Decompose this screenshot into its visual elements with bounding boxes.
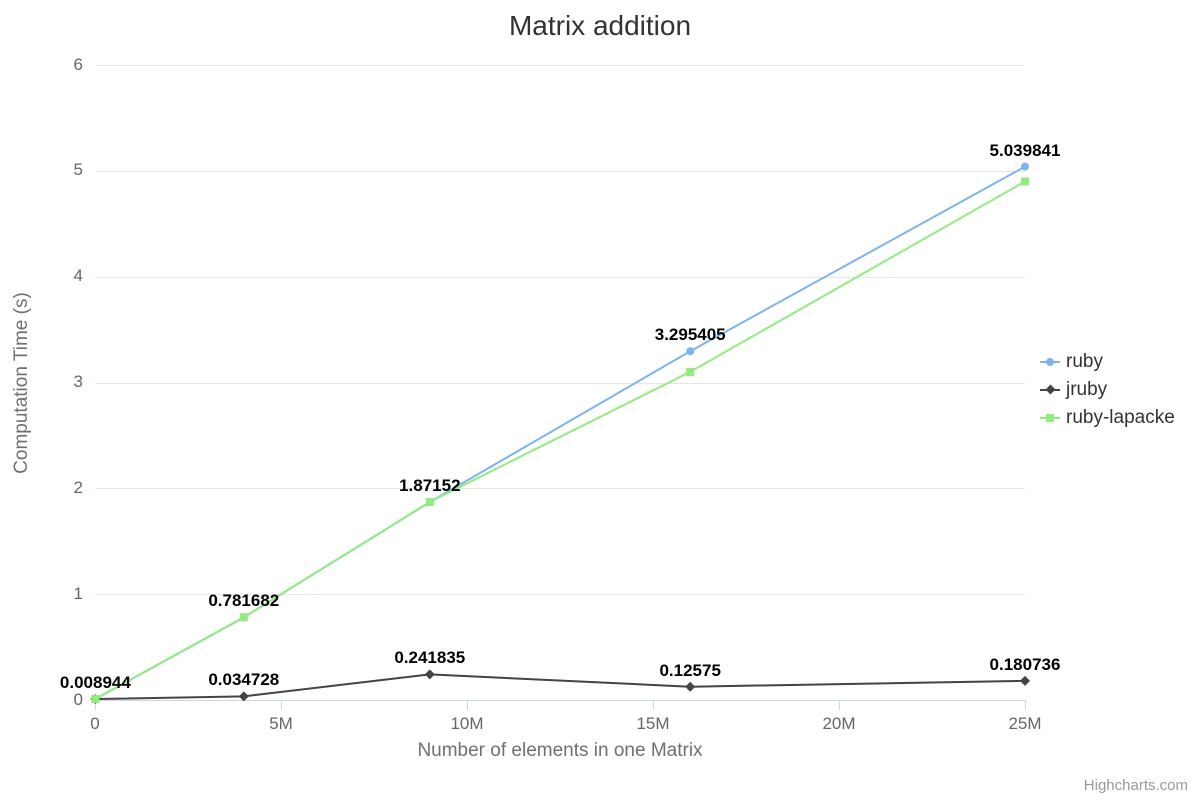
credits-link[interactable]: Highcharts.com [1084, 777, 1188, 794]
series-marker-ruby-lapacke[interactable] [240, 613, 248, 621]
legend-item-ruby-lapacke[interactable]: ruby-lapacke [1040, 407, 1175, 429]
series-marker-jruby[interactable] [1020, 676, 1030, 686]
legend-label: ruby [1066, 351, 1103, 373]
series-marker-jruby[interactable] [685, 682, 695, 692]
series-marker-ruby-lapacke[interactable] [686, 368, 694, 376]
data-label: 3.295405 [655, 325, 726, 345]
data-label: 0.180736 [990, 655, 1061, 675]
legend-item-jruby[interactable]: jruby [1040, 379, 1175, 401]
data-label: 1.87152 [399, 476, 460, 496]
legend-label: jruby [1066, 379, 1107, 401]
series-marker-ruby-lapacke[interactable] [1021, 177, 1029, 185]
legend-label: ruby-lapacke [1066, 407, 1175, 429]
legend: ruby jruby ruby-lapacke [1040, 351, 1175, 435]
series-marker-jruby[interactable] [425, 669, 435, 679]
legend-item-ruby[interactable]: ruby [1040, 351, 1175, 373]
legend-symbol [1040, 354, 1060, 370]
data-label: 0.241835 [394, 648, 465, 668]
data-label: 0.034728 [208, 670, 279, 690]
data-label: 0.008944 [60, 673, 131, 693]
series-marker-jruby[interactable] [239, 691, 249, 701]
data-label: 5.039841 [990, 141, 1061, 161]
series-line-ruby [95, 167, 1025, 699]
series-marker-ruby[interactable] [1021, 163, 1029, 171]
legend-symbol [1040, 382, 1060, 398]
legend-symbol [1040, 410, 1060, 426]
chart-container: Matrix addition Computation Time (s) Num… [0, 0, 1200, 800]
series-line-ruby-lapacke [95, 181, 1025, 699]
data-label: 0.12575 [659, 661, 720, 681]
series-marker-ruby-lapacke[interactable] [426, 498, 434, 506]
series-marker-ruby[interactable] [686, 347, 694, 355]
plot-series [0, 0, 1200, 800]
series-marker-ruby-lapacke[interactable] [91, 695, 99, 703]
data-label: 0.781682 [208, 591, 279, 611]
